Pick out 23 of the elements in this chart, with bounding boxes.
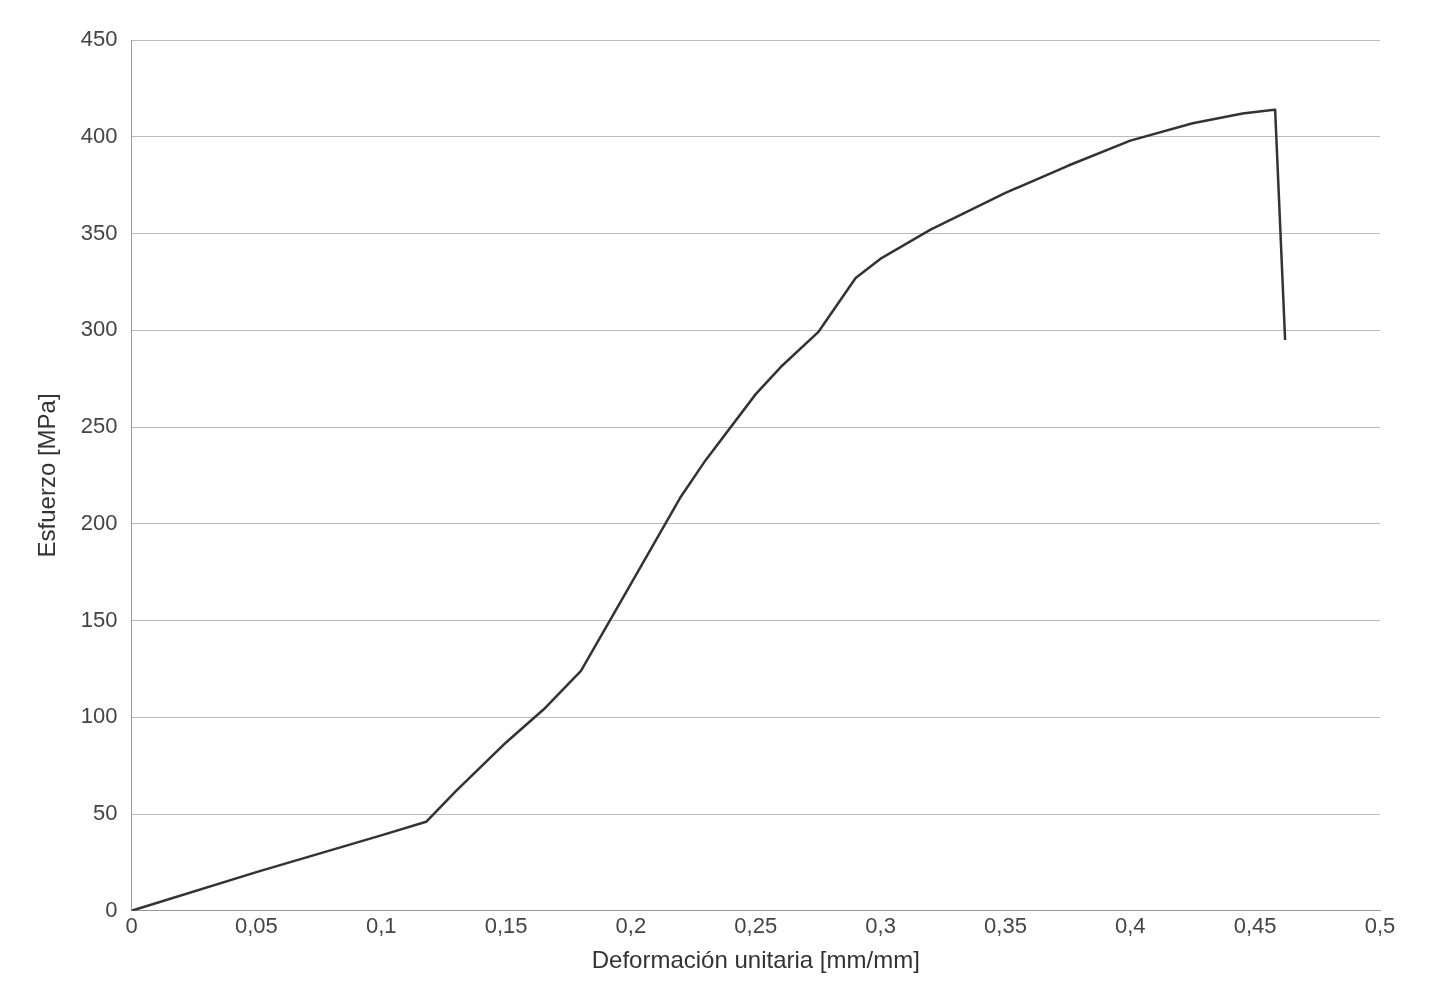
- x-tick-label: 0,15: [484, 913, 528, 939]
- x-tick-label: 0,5: [1364, 913, 1396, 939]
- x-tick-label: 0: [125, 913, 138, 939]
- y-tick-label: 50: [93, 800, 118, 826]
- x-axis-title: Deformación unitaria [mm/mm]: [591, 946, 920, 974]
- x-tick-label: 0,05: [234, 913, 278, 939]
- x-tick-label: 0,25: [734, 913, 778, 939]
- x-tick-label: 0,4: [1115, 913, 1146, 939]
- y-tick-label: 400: [80, 122, 118, 148]
- y-tick-label: 300: [80, 316, 118, 342]
- y-tick-label: 150: [80, 606, 118, 632]
- y-tick-label: 0: [105, 896, 118, 922]
- y-tick-label: 250: [80, 413, 118, 439]
- x-tick-label: 0,35: [984, 913, 1027, 939]
- y-axis-title: Esfuerzo [MPa]: [33, 393, 61, 558]
- x-tick-label: 0,2: [615, 913, 647, 939]
- y-tick-label: 100: [80, 703, 118, 729]
- x-tick-label: 0,3: [865, 913, 896, 939]
- y-tick-label: 200: [80, 509, 118, 535]
- x-tick-label: 0,45: [1233, 913, 1277, 939]
- y-tick-label: 350: [80, 219, 118, 245]
- y-tick-label: 450: [80, 26, 118, 52]
- x-tick-label: 0,1: [365, 913, 397, 939]
